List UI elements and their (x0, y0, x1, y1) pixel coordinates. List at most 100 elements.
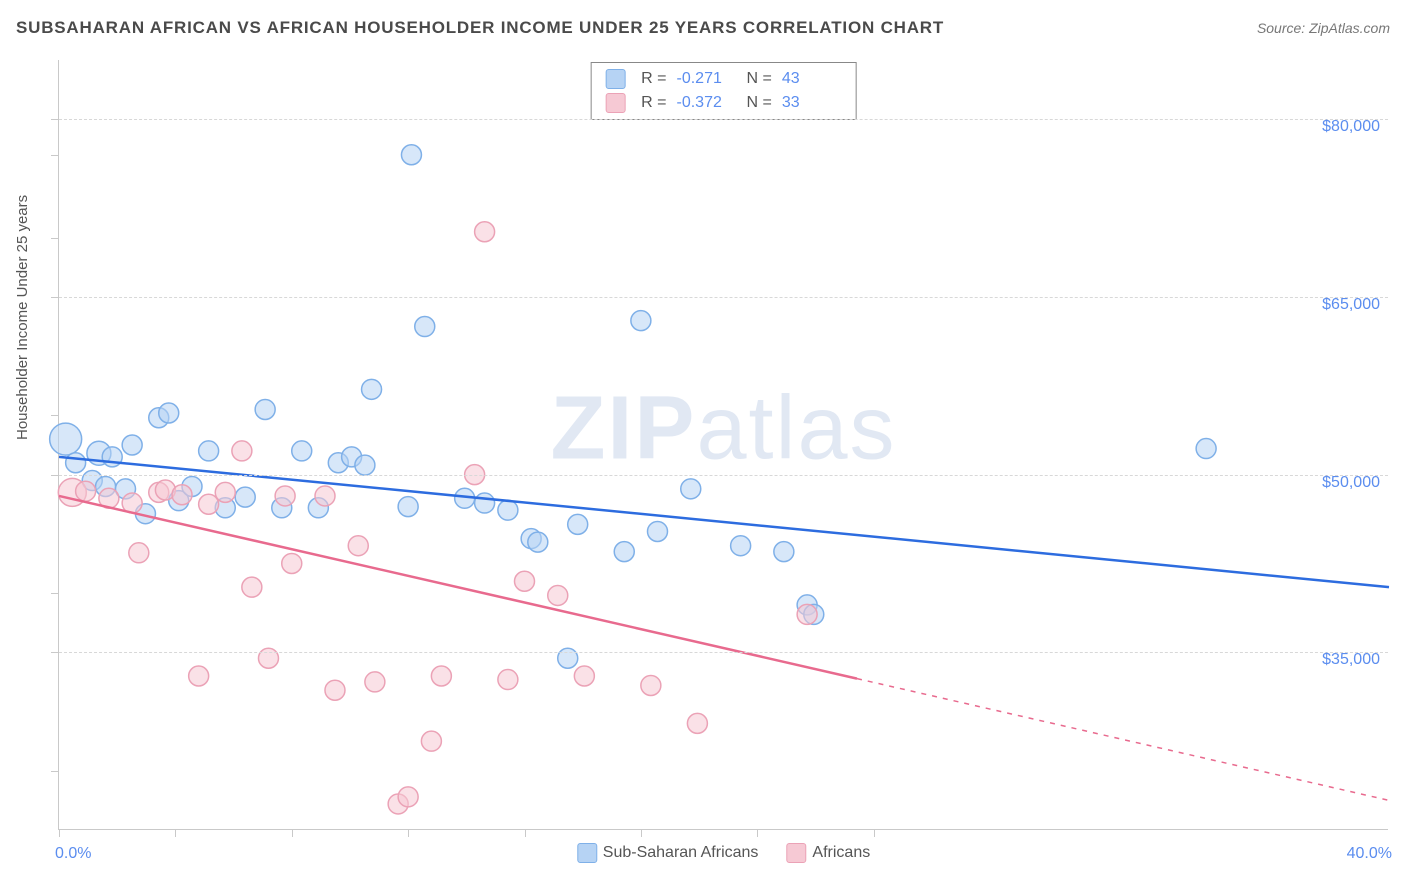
gridline-h (59, 475, 1388, 476)
data-point (774, 542, 794, 562)
chart-svg (59, 60, 1388, 829)
y-tick-label: $35,000 (1322, 651, 1380, 669)
data-point (199, 441, 219, 461)
y-tick-label: $50,000 (1322, 474, 1380, 492)
series-legend: Sub-Saharan Africans Africans (577, 843, 870, 863)
data-point (189, 666, 209, 686)
data-point (199, 494, 219, 514)
x-tick (874, 829, 875, 837)
r-value: -0.372 (677, 94, 737, 112)
legend-swatch (605, 69, 625, 89)
x-tick (408, 829, 409, 837)
legend-stat-row: R = -0.271 N = 43 (605, 67, 842, 91)
data-point (731, 536, 751, 556)
n-value: 33 (782, 94, 842, 112)
y-tick (51, 593, 59, 594)
data-point (315, 486, 335, 506)
data-point (215, 482, 235, 502)
data-point (232, 441, 252, 461)
y-tick-label: $65,000 (1322, 296, 1380, 314)
data-point (362, 379, 382, 399)
data-point (235, 487, 255, 507)
data-point (681, 479, 701, 499)
data-point (558, 648, 578, 668)
data-point (475, 493, 495, 513)
data-point (548, 585, 568, 605)
x-axis-max-label: 40.0% (1347, 845, 1392, 863)
data-point (398, 787, 418, 807)
r-label: R = (641, 70, 666, 88)
source-label: Source: ZipAtlas.com (1257, 20, 1390, 36)
y-tick-label: $80,000 (1322, 118, 1380, 136)
data-point (648, 521, 668, 541)
trendline (59, 457, 1389, 587)
data-point (325, 680, 345, 700)
x-tick (525, 829, 526, 837)
data-point (431, 666, 451, 686)
data-point (574, 666, 594, 686)
r-value: -0.271 (677, 70, 737, 88)
data-point (475, 222, 495, 242)
data-point (365, 672, 385, 692)
data-point (498, 500, 518, 520)
data-point (568, 514, 588, 534)
x-tick (757, 829, 758, 837)
gridline-h (59, 297, 1388, 298)
data-point (614, 542, 634, 562)
plot-area: ZIPatlas R =-0.271N =43R =-0.372N =33 0.… (58, 60, 1388, 830)
data-point (398, 497, 418, 517)
data-point (631, 311, 651, 331)
data-point (50, 423, 82, 455)
y-tick (51, 415, 59, 416)
y-axis-label: Householder Income Under 25 years (14, 195, 31, 440)
legend-item: Sub-Saharan Africans (577, 843, 759, 863)
data-point (348, 536, 368, 556)
legend-item: Africans (786, 843, 870, 863)
data-point (129, 543, 149, 563)
y-tick (51, 155, 59, 156)
data-point (355, 455, 375, 475)
legend-stat-row: R = -0.372 N = 33 (605, 91, 842, 115)
data-point (797, 604, 817, 624)
correlation-legend: R = -0.271 N = 43 R = -0.372 N = 33 (590, 62, 857, 120)
data-point (275, 486, 295, 506)
x-tick (641, 829, 642, 837)
data-point (687, 713, 707, 733)
data-point (528, 532, 548, 552)
data-point (122, 435, 142, 455)
title-bar: SUBSAHARAN AFRICAN VS AFRICAN HOUSEHOLDE… (16, 18, 1390, 38)
data-point (159, 403, 179, 423)
x-tick (292, 829, 293, 837)
legend-label: Africans (812, 844, 870, 861)
gridline-h (59, 652, 1388, 653)
data-point (255, 399, 275, 419)
data-point (282, 553, 302, 573)
data-point (498, 670, 518, 690)
data-point (515, 571, 535, 591)
x-tick (175, 829, 176, 837)
data-point (172, 485, 192, 505)
legend-swatch (577, 843, 597, 863)
data-point (76, 481, 96, 501)
x-axis-min-label: 0.0% (55, 845, 91, 863)
y-tick (51, 771, 59, 772)
data-point (258, 648, 278, 668)
data-point (1196, 439, 1216, 459)
data-point (401, 145, 421, 165)
chart-title: SUBSAHARAN AFRICAN VS AFRICAN HOUSEHOLDE… (16, 18, 944, 38)
data-point (292, 441, 312, 461)
legend-swatch (605, 93, 625, 113)
gridline-h (59, 119, 1388, 120)
y-tick (51, 297, 59, 298)
n-label: N = (747, 70, 772, 88)
r-label: R = (641, 94, 666, 112)
data-point (66, 453, 86, 473)
n-value: 43 (782, 70, 842, 88)
trendline-dashed (857, 679, 1389, 801)
data-point (421, 731, 441, 751)
n-label: N = (747, 94, 772, 112)
y-tick (51, 475, 59, 476)
y-tick (51, 119, 59, 120)
data-point (641, 675, 661, 695)
legend-swatch (786, 843, 806, 863)
